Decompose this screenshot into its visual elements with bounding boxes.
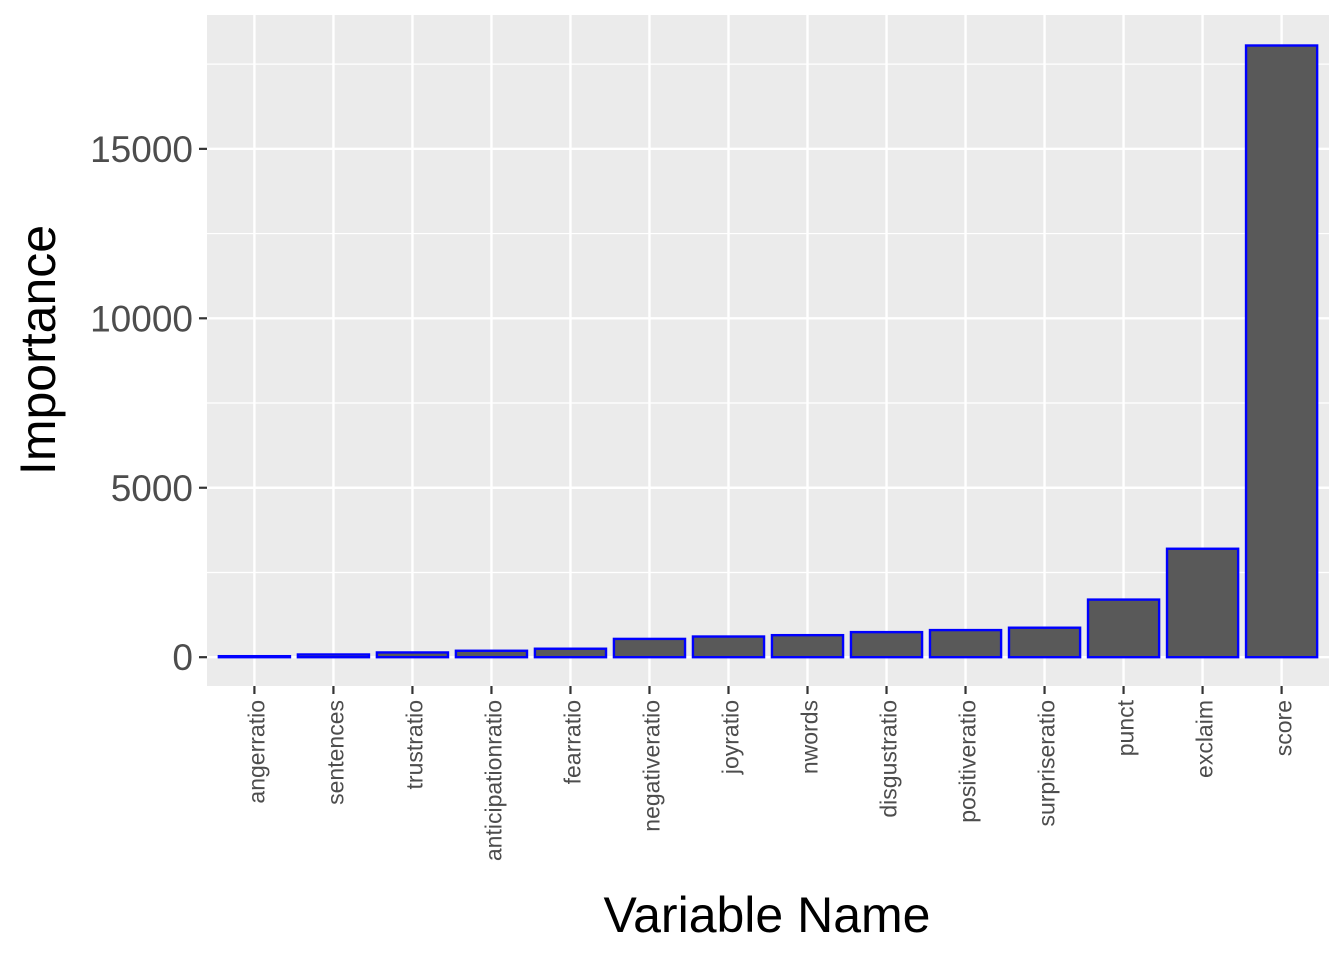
x-tick-label-sentences: sentences	[322, 700, 348, 805]
x-tick-label-surpriseratio: surpriseratio	[1034, 700, 1060, 827]
x-tick-label-nwords: nwords	[797, 700, 823, 774]
bar-negativeratio	[612, 637, 687, 659]
plot-panel	[207, 15, 1329, 686]
bar-fearratio	[533, 647, 608, 659]
x-tick-label-disgustratio: disgustratio	[876, 700, 902, 818]
bar-sentences	[296, 653, 371, 659]
x-tick-label-punct: punct	[1113, 699, 1139, 756]
bar-positiveratio	[928, 628, 1003, 659]
bar-nwords	[770, 633, 845, 659]
bar-surpriseratio	[1007, 626, 1082, 659]
y-tick-label: 15000	[90, 129, 193, 170]
x-tick-label-positiveratio: positiveratio	[955, 700, 981, 823]
x-tick-label-score: score	[1271, 700, 1297, 756]
x-axis-title: Variable Name	[603, 887, 930, 943]
x-tick-label-angerratio: angerratio	[243, 700, 269, 804]
bar-joyratio	[691, 635, 766, 659]
bar-disgustratio	[849, 630, 924, 659]
bar-angerratio	[217, 654, 292, 659]
x-tick-label-trustratio: trustratio	[401, 700, 427, 789]
x-tick-label-anticipationratio: anticipationratio	[480, 700, 506, 861]
minor-gridlines	[207, 63, 1329, 574]
bar-trustratio	[375, 651, 450, 659]
bar-exclaim	[1165, 547, 1240, 659]
x-tick-label-exclaim: exclaim	[1192, 700, 1218, 778]
y-tick-label: 0	[172, 637, 193, 678]
bar-score	[1244, 44, 1319, 659]
y-tick-label: 5000	[111, 468, 193, 509]
x-tick-label-joyratio: joyratio	[717, 700, 743, 775]
x-tick-label-fearratio: fearratio	[559, 700, 585, 784]
bar-punct	[1086, 598, 1161, 659]
bar-anticipationratio	[454, 649, 529, 659]
y-axis-title: Importance	[10, 225, 66, 475]
y-tick-label: 10000	[90, 298, 193, 339]
x-axis: angerratio sentences trustratio anticipatio…	[243, 686, 1297, 861]
bars	[217, 44, 1319, 659]
y-axis: 0 5000 10000 15000	[90, 129, 207, 678]
x-tick-label-negativeratio: negativeratio	[638, 700, 664, 832]
